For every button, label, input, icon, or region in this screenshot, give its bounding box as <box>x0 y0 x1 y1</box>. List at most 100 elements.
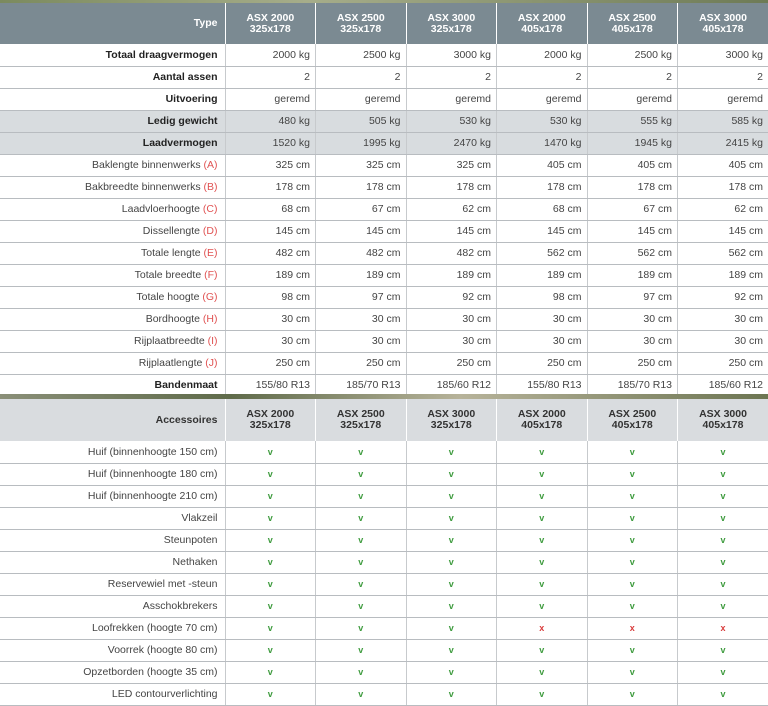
available-mark: v <box>720 689 725 699</box>
model-size: 405x178 <box>612 419 653 431</box>
spec-value: 145 cm <box>406 220 497 242</box>
availability-cell: v <box>316 463 407 485</box>
availability-cell: v <box>678 463 768 485</box>
spec-value: 2 <box>316 66 407 88</box>
spec-value: 2500 kg <box>316 44 407 66</box>
accessory-label: Reservewiel met -steun <box>0 573 225 595</box>
spec-value: 30 cm <box>678 308 768 330</box>
dimension-letter: (A) <box>204 159 218 171</box>
availability-cell: v <box>225 617 316 639</box>
spec-value: 2 <box>497 66 588 88</box>
availability-cell: v <box>497 661 588 683</box>
spec-label-cell: Totaal draagvermogen <box>0 44 225 66</box>
available-mark: v <box>268 623 273 633</box>
spec-label-cell: Baklengte binnenwerks (A) <box>0 154 225 176</box>
accessory-label: Voorrek (hoogte 80 cm) <box>0 639 225 661</box>
spec-value: 562 cm <box>497 242 588 264</box>
spec-value: 482 cm <box>225 242 316 264</box>
spec-value: 2500 kg <box>587 44 678 66</box>
spec-value: 189 cm <box>587 264 678 286</box>
model-size: 325x178 <box>340 419 381 431</box>
availability-cell: v <box>587 485 678 507</box>
spec-value: 562 cm <box>678 242 768 264</box>
spec-label-cell: Dissellengte (D) <box>0 220 225 242</box>
availability-cell: v <box>316 683 407 705</box>
spec-value: 189 cm <box>406 264 497 286</box>
available-mark: v <box>720 447 725 457</box>
availability-cell: v <box>316 507 407 529</box>
available-mark: v <box>358 491 363 501</box>
spec-value: 530 kg <box>497 110 588 132</box>
available-mark: v <box>358 623 363 633</box>
spec-value: 2 <box>587 66 678 88</box>
dimension-letter: (D) <box>203 225 218 237</box>
available-mark: v <box>449 645 454 655</box>
spec-value: 178 cm <box>316 176 407 198</box>
available-mark: v <box>630 447 635 457</box>
accessory-label: Loofrekken (hoogte 70 cm) <box>0 617 225 639</box>
available-mark: v <box>539 557 544 567</box>
spec-value: 68 cm <box>497 198 588 220</box>
available-mark: v <box>539 447 544 457</box>
availability-cell: v <box>406 595 497 617</box>
spec-label: Laadvermogen <box>143 137 218 149</box>
availability-cell: v <box>406 463 497 485</box>
spec-value: 250 cm <box>497 352 588 374</box>
availability-cell: v <box>225 441 316 463</box>
model-size: 325x178 <box>250 419 291 431</box>
availability-cell: v <box>225 529 316 551</box>
availability-cell: v <box>406 573 497 595</box>
dimension-letter: (H) <box>203 313 218 325</box>
spec-value: 178 cm <box>678 176 768 198</box>
available-mark: v <box>539 579 544 589</box>
availability-cell: v <box>587 573 678 595</box>
spec-value: 325 cm <box>406 154 497 176</box>
available-mark: v <box>268 645 273 655</box>
availability-cell: v <box>316 573 407 595</box>
spec-value: 67 cm <box>587 198 678 220</box>
spec-label: Totale hoogte <box>136 291 202 303</box>
spec-value: 98 cm <box>225 286 316 308</box>
dimension-letter: (F) <box>204 269 217 281</box>
availability-cell: v <box>406 551 497 573</box>
accessories-header-label: Accessoires <box>0 399 225 441</box>
model-size: 325x178 <box>431 419 472 431</box>
available-mark: v <box>539 689 544 699</box>
model-size: 405x178 <box>703 419 744 431</box>
spec-label: Dissellengte <box>143 225 203 237</box>
availability-cell: v <box>316 441 407 463</box>
availability-cell: v <box>225 485 316 507</box>
spec-value: geremd <box>678 88 768 110</box>
dimension-letter: (G) <box>202 291 217 303</box>
availability-cell: v <box>497 573 588 595</box>
available-mark: v <box>539 469 544 479</box>
available-mark: v <box>358 557 363 567</box>
dimension-letter: (I) <box>208 335 218 347</box>
spec-value: 530 kg <box>406 110 497 132</box>
spec-value: 62 cm <box>678 198 768 220</box>
spec-value: 250 cm <box>316 352 407 374</box>
availability-cell: v <box>497 507 588 529</box>
spec-value: 2470 kg <box>406 132 497 154</box>
spec-value: 67 cm <box>316 198 407 220</box>
available-mark: v <box>358 667 363 677</box>
availability-cell: v <box>587 463 678 485</box>
model-size: 405x178 <box>521 419 562 431</box>
spec-label-cell: Bakbreedte binnenwerks (B) <box>0 176 225 198</box>
spec-label-cell: Totale breedte (F) <box>0 264 225 286</box>
available-mark: v <box>358 513 363 523</box>
available-mark: v <box>449 689 454 699</box>
spec-value: 1470 kg <box>497 132 588 154</box>
accessory-label: Huif (binnenhoogte 210 cm) <box>0 485 225 507</box>
availability-cell: v <box>587 639 678 661</box>
